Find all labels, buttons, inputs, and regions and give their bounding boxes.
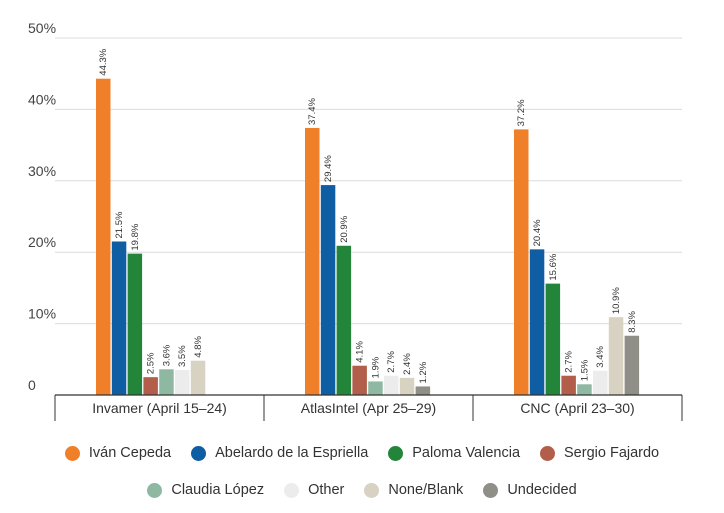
- bar-iv-n-cepeda: [305, 127, 320, 396]
- legend-label: Undecided: [507, 482, 577, 498]
- bar-paloma-valencia: [545, 283, 561, 395]
- legend-label: Other: [308, 482, 345, 498]
- bar-sergio-fajardo: [561, 375, 576, 395]
- legend-swatch: [483, 482, 499, 498]
- bar-claudia-l-pez: [159, 369, 174, 395]
- bars: [96, 78, 640, 396]
- data-label: 10.9%: [611, 287, 622, 314]
- legend-swatch: [364, 482, 380, 498]
- data-label: 20.9%: [339, 215, 350, 242]
- bar-none-blank: [608, 317, 624, 395]
- bar-chart: 0 10% 20% 30% 40% 50% 44.3% 21.5% 19.8% 2.5% 3.6%…: [28, 20, 683, 421]
- legend-row-1: Iván Cepeda Abelardo de la Espriella Palom…: [0, 445, 724, 461]
- legend-item: Paloma Valencia: [388, 445, 520, 461]
- data-label: 19.8%: [130, 223, 141, 250]
- bar-other: [384, 375, 399, 395]
- bar-iv-n-cepeda: [514, 129, 529, 395]
- data-label: 44.3%: [98, 48, 109, 75]
- data-label: 2.5%: [146, 352, 157, 374]
- legend-label: Iván Cepeda: [88, 445, 172, 461]
- data-label: 3.4%: [595, 346, 606, 368]
- bar-none-blank: [399, 377, 415, 395]
- data-label: 1.5%: [579, 359, 590, 381]
- x-category-label: CNC (April 23–30): [520, 400, 634, 416]
- x-axis: [54, 394, 683, 421]
- legend-item: Undecided: [483, 482, 577, 498]
- bar-abelardo-de-la-espriella: [529, 249, 545, 395]
- bar-abelardo-de-la-espriella: [320, 185, 336, 395]
- data-label: 2.7%: [386, 351, 397, 373]
- data-labels: 44.3% 21.5% 19.8% 2.5% 3.6% 3.5% 4.8% 37.4% 29.4…: [98, 48, 638, 383]
- legend-swatch: [388, 445, 404, 461]
- bar-paloma-valencia: [336, 245, 352, 395]
- bar-other: [593, 370, 608, 395]
- legend-item: Claudia López: [147, 482, 264, 498]
- bar-claudia-l-pez: [577, 384, 592, 395]
- data-label: 29.4%: [323, 155, 334, 182]
- data-label: 1.9%: [370, 356, 381, 378]
- x-axis-categories: Invamer (April 15–24) AtlasIntel (Apr 25–…: [92, 400, 635, 416]
- data-label: 8.3%: [627, 311, 638, 333]
- bar-sergio-fajardo: [352, 365, 367, 395]
- bar-none-blank: [190, 360, 206, 395]
- x-category-label: AtlasIntel (Apr 25–29): [301, 400, 436, 416]
- data-label: 37.4%: [307, 97, 318, 124]
- legend-label: Claudia López: [171, 482, 265, 498]
- data-label: 15.6%: [548, 253, 559, 280]
- legend-label: Sergio Fajardo: [564, 445, 660, 461]
- data-label: 2.7%: [564, 351, 575, 373]
- legend-swatch: [64, 445, 80, 461]
- data-label: 4.1%: [355, 341, 366, 363]
- legend-item: None/Blank: [364, 482, 463, 498]
- legend-swatch: [540, 445, 556, 461]
- x-category-label: Invamer (April 15–24): [92, 400, 227, 416]
- legend-item: Other: [284, 482, 344, 498]
- data-label: 21.5%: [114, 211, 125, 238]
- bar-sergio-fajardo: [143, 377, 158, 395]
- data-label: 3.6%: [161, 344, 172, 366]
- data-label: 2.4%: [402, 353, 413, 375]
- legend-row-2: Claudia López Other None/Blank Undecided: [0, 482, 724, 498]
- data-label: 1.2%: [418, 361, 429, 383]
- y-axis-ticks: 0 10% 20% 30% 40% 50%: [28, 20, 56, 393]
- data-label: 37.2%: [516, 99, 527, 126]
- bar-claudia-l-pez: [368, 381, 383, 395]
- data-label: 4.8%: [193, 336, 204, 358]
- gridlines: [55, 37, 682, 325]
- legend-swatch: [147, 482, 163, 498]
- bar-paloma-valencia: [127, 253, 143, 395]
- y-tick-label: 0: [28, 377, 36, 393]
- legend-item: Iván Cepeda: [64, 445, 172, 461]
- legend-swatch: [284, 482, 300, 498]
- bar-undecided: [415, 386, 431, 395]
- data-label: 3.5%: [177, 345, 188, 367]
- y-tick-label: 50%: [28, 20, 56, 36]
- legend-item: Abelardo de la Espriella: [191, 445, 368, 461]
- bar-other: [175, 370, 190, 395]
- y-tick-label: 20%: [28, 234, 56, 250]
- legend-swatch: [191, 445, 207, 461]
- bar-abelardo-de-la-espriella: [111, 241, 127, 395]
- legend-label: None/Blank: [388, 482, 464, 498]
- y-tick-label: 40%: [28, 91, 56, 107]
- legend-label: Paloma Valencia: [412, 445, 521, 461]
- bar-undecided: [624, 335, 640, 395]
- legend-item: Sergio Fajardo: [540, 445, 659, 461]
- legend-label: Abelardo de la Espriella: [215, 445, 369, 461]
- bar-iv-n-cepeda: [96, 78, 111, 395]
- y-tick-label: 30%: [28, 163, 56, 179]
- data-label: 20.4%: [532, 219, 543, 246]
- y-tick-label: 10%: [28, 306, 56, 322]
